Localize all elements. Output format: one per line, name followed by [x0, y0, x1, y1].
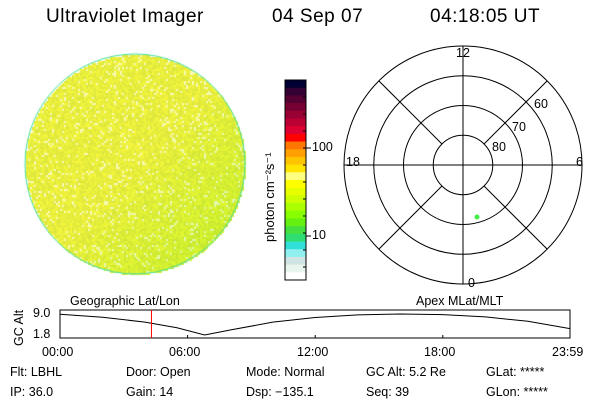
plot-frame: [60, 310, 570, 338]
spacecraft-footpoint: [475, 215, 480, 220]
mlt-label-18: 18: [346, 155, 360, 169]
colorbar-band: [285, 172, 306, 180]
colorbar-band: [285, 188, 306, 196]
x-tick-2: 12:00: [297, 345, 328, 359]
colorbar-band: [285, 265, 306, 273]
mlt-diagonal: [379, 81, 442, 144]
mlt-label-0: 0: [468, 276, 475, 290]
seq-status: Seq: 39: [366, 385, 409, 399]
mlt-label-12: 12: [456, 46, 470, 60]
colorbar-band: [285, 149, 306, 157]
colorbar-band: [285, 218, 306, 226]
colorbar-band: [285, 226, 306, 234]
colorbar-band: [285, 195, 306, 203]
colorbar-band: [285, 142, 306, 150]
colorbar-band: [285, 180, 306, 188]
x-tick-3: 18:00: [424, 345, 455, 359]
colorbar-band: [285, 249, 306, 257]
colorbar-band: [285, 134, 306, 142]
colorbar-band: [285, 234, 306, 242]
mode-status: Mode: Normal: [246, 365, 325, 379]
colorbar-band: [285, 111, 306, 119]
colorbar-label: photon cm⁻²s⁻¹: [262, 152, 278, 242]
colorbar-band: [285, 203, 306, 211]
glat-status: GLat: *****: [486, 365, 544, 379]
colorbar-band: [285, 257, 306, 265]
x-tick-0: 00:00: [42, 345, 73, 359]
apex-title: Apex MLat/MLT: [416, 294, 503, 308]
colorbar-band: [285, 126, 306, 134]
mlat-label-70: 70: [512, 120, 526, 134]
colorbar-band: [285, 103, 306, 111]
mlt-diagonal: [484, 186, 547, 249]
colorbar-band: [285, 165, 306, 173]
colorbar-band: [285, 211, 306, 219]
mlat-label-80: 80: [492, 140, 506, 154]
altitude-plot: [60, 310, 570, 338]
gc-alt-status: GC Alt: 5.2 Re: [366, 365, 446, 379]
colorbar-band: [285, 95, 306, 103]
filter-status: Flt: LBHL: [10, 365, 62, 379]
colorbar-band: [285, 118, 306, 126]
colorbar-band: [285, 88, 306, 96]
colorbar-band: [285, 272, 306, 280]
mlt-label-6: 6: [576, 155, 583, 169]
ip-status: IP: 36.0: [10, 385, 53, 399]
colorbar-tick-10: 10: [312, 228, 326, 242]
gain-status: Gain: 14: [126, 385, 173, 399]
mlt-diagonal: [379, 186, 442, 249]
door-status: Door: Open: [126, 365, 191, 379]
y-tick-top: 9.0: [33, 306, 50, 320]
colorbar-band: [285, 157, 306, 165]
y-tick-bottom: 1.8: [33, 327, 50, 341]
y-axis-label: GC Alt: [12, 310, 26, 346]
x-tick-1: 06:00: [169, 345, 200, 359]
geographic-title: Geographic Lat/Lon: [70, 294, 180, 308]
colorbar-band: [285, 80, 306, 88]
colorbar: [285, 80, 311, 281]
colorbar-tick-100: 100: [312, 140, 333, 154]
altitude-line: [60, 314, 570, 335]
glon-status: GLon: *****: [486, 385, 548, 399]
mlt-diagonal: [484, 81, 547, 144]
x-tick-4: 23:59: [552, 345, 583, 359]
polar-grid: [344, 46, 582, 284]
dsp-status: Dsp: −135.1: [246, 385, 314, 399]
mlat-label-60: 60: [534, 97, 548, 111]
colorbar-band: [285, 242, 306, 250]
